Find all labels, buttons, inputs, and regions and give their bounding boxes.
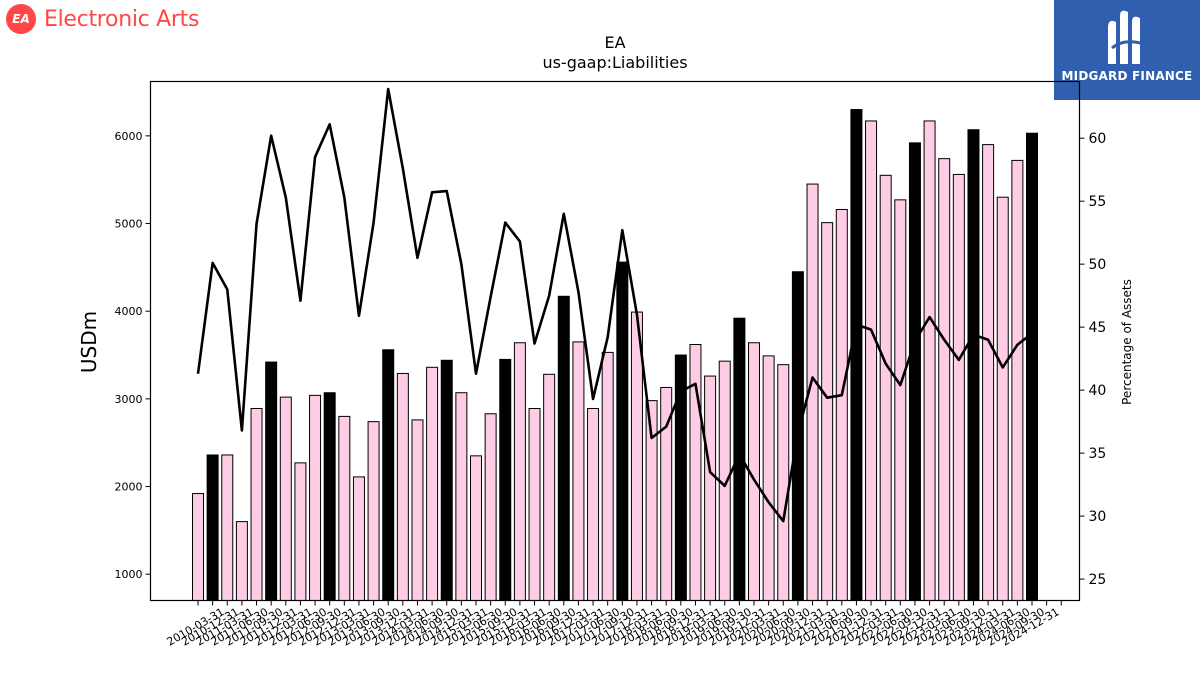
bar xyxy=(206,454,219,601)
bar xyxy=(411,419,424,601)
y2-tick-label: 40 xyxy=(1089,383,1107,399)
y-tick-label: 4000 xyxy=(115,305,143,318)
bar xyxy=(338,415,351,601)
y-tick-label: 2000 xyxy=(115,481,143,494)
bar xyxy=(323,392,336,601)
bar xyxy=(777,364,790,602)
brand-name: Electronic Arts xyxy=(44,6,200,32)
line-series xyxy=(196,87,1033,523)
bar xyxy=(367,421,380,601)
x-axis-ticks: 2010-03-312010-12-312011-03-312011-06-30… xyxy=(165,600,1062,649)
brand-logo: EA Electronic Arts xyxy=(6,4,199,34)
bar xyxy=(352,476,365,602)
bar xyxy=(572,341,585,601)
y-tick-label: 1000 xyxy=(115,568,143,581)
bar xyxy=(982,144,995,601)
bar xyxy=(557,295,570,601)
chart-subtitle: us-gaap:Liabilities xyxy=(542,53,687,72)
midgard-m-icon xyxy=(1108,10,1145,65)
bar xyxy=(762,355,775,601)
y2-tick-label: 25 xyxy=(1089,572,1107,588)
watermark-name: MIDGARD FINANCE xyxy=(1061,69,1193,83)
liabilities-pct-line xyxy=(196,87,1033,523)
bar xyxy=(865,120,878,601)
bar xyxy=(499,358,512,601)
bar xyxy=(938,158,951,601)
bar xyxy=(528,408,541,602)
bar xyxy=(455,392,468,601)
bar xyxy=(470,455,482,601)
y-axis-ticks: 1000 2000 3000 4000 5000 6000 xyxy=(115,130,151,581)
bar xyxy=(484,413,497,601)
y-tick-label: 6000 xyxy=(115,130,143,143)
bar xyxy=(908,142,921,601)
bar-series xyxy=(192,109,1038,602)
bar xyxy=(221,454,234,601)
y-tick-label: 5000 xyxy=(115,218,143,231)
ea-badge-icon: EA xyxy=(6,4,36,34)
bar xyxy=(952,173,965,601)
bar xyxy=(1011,159,1024,601)
bar xyxy=(704,375,717,601)
bar xyxy=(382,349,395,601)
y-axis-label: USDm xyxy=(77,311,101,373)
bar xyxy=(543,373,556,601)
bar xyxy=(265,361,278,602)
bar xyxy=(616,261,629,601)
bar xyxy=(294,462,307,601)
bar xyxy=(996,196,1009,601)
bar xyxy=(1026,132,1038,601)
y2-tick-label: 60 xyxy=(1089,131,1107,147)
bar xyxy=(309,394,322,601)
bar xyxy=(601,351,614,601)
bar xyxy=(894,199,907,601)
y2-tick-label: 30 xyxy=(1089,509,1107,525)
bar xyxy=(235,521,248,601)
bar xyxy=(396,372,409,601)
bar xyxy=(923,120,936,601)
plot-frame xyxy=(149,80,1081,602)
y2-axis-ticks: 25 30 35 40 45 50 55 60 xyxy=(1079,131,1107,588)
bar xyxy=(250,408,263,602)
y2-axis-label: Percentage of Assets xyxy=(1120,279,1134,405)
y2-tick-label: 50 xyxy=(1089,257,1107,273)
y2-tick-label: 35 xyxy=(1089,446,1107,462)
bar xyxy=(850,109,863,602)
bar xyxy=(967,129,980,601)
bar xyxy=(279,396,292,601)
bar xyxy=(835,209,848,601)
y2-tick-label: 45 xyxy=(1089,320,1107,336)
bar xyxy=(426,366,439,601)
bar xyxy=(821,222,834,601)
bar xyxy=(192,493,204,602)
chart-title: EA xyxy=(604,33,625,52)
y-tick-label: 3000 xyxy=(115,393,143,406)
midgard-finance-logo: MIDGARD FINANCE xyxy=(1054,0,1200,100)
bar xyxy=(587,408,600,602)
bar xyxy=(440,359,453,602)
bar xyxy=(513,342,526,601)
bar xyxy=(879,174,892,601)
y2-tick-label: 55 xyxy=(1089,194,1107,210)
